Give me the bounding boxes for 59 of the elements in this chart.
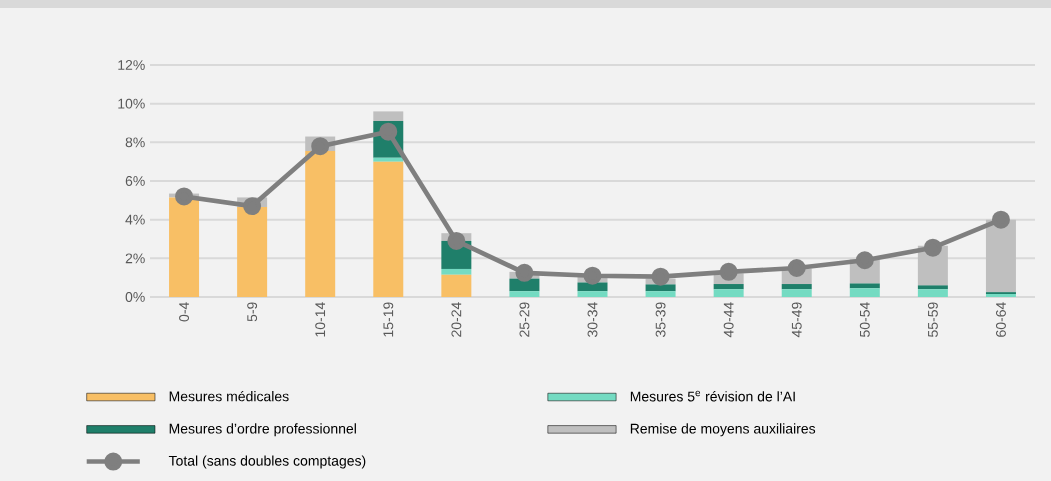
bar [577,291,608,297]
legend-label: Total (sans doubles comptages) [168,455,366,469]
bar [373,157,404,162]
point [719,262,738,281]
bar [305,151,336,297]
bar [577,282,608,292]
bar [781,284,812,290]
bar [713,289,744,297]
bar [373,111,404,122]
point [243,197,262,216]
x-tick-label: 10-14 [315,302,326,337]
x-tick-label: 5-9 [247,302,258,322]
y-tick-label: 8% [125,137,145,148]
legend-label: Mesures 5$^{e}$ révision de l’AI [630,390,795,402]
y-tick-label: 12% [118,60,145,70]
x-tick-label: 30-34 [587,302,598,337]
bar [645,284,676,292]
bar [713,284,744,290]
point [311,137,330,156]
point [175,187,194,206]
bar [509,291,540,297]
bar [237,207,268,297]
point [787,258,806,277]
legend-label: Remise de moyens auxiliaires [630,423,816,437]
x-tick-label: 45-49 [791,302,802,338]
legend-label: Mesures d’ordre professionnel [169,423,356,437]
point [923,238,942,257]
point [991,210,1010,229]
y-tick-label: 10% [118,98,145,109]
x-tick-label: 55-59 [927,302,938,337]
bar [373,161,404,297]
y-tick-label: 2% [125,253,145,264]
bar [781,289,812,297]
point [583,266,602,285]
point [447,231,466,250]
y-tick-label: 4% [125,214,145,225]
x-tick-label: 50-54 [859,302,870,337]
x-tick-label: 35-39 [655,302,666,337]
bar [985,219,1016,293]
legend-label: Mesures médicales [169,390,289,402]
x-tick-label: 25-29 [519,302,530,337]
bar [169,197,200,297]
bar [917,289,948,297]
x-tick-label: 40-44 [723,302,734,338]
x-tick-label: 20-24 [451,302,462,337]
bar [441,268,472,275]
bar [441,274,472,297]
bar [645,291,676,297]
y-tick-label: 6% [125,176,145,186]
point [855,251,874,270]
bar [849,288,880,297]
point [651,267,670,286]
x-tick-label: 0-4 [179,302,190,322]
point [515,263,534,282]
x-tick-label: 60-64 [996,302,1006,337]
x-tick-label: 15-19 [383,302,394,337]
bar [849,283,880,289]
y-tick-label: 0% [125,292,145,302]
bar [917,285,948,290]
